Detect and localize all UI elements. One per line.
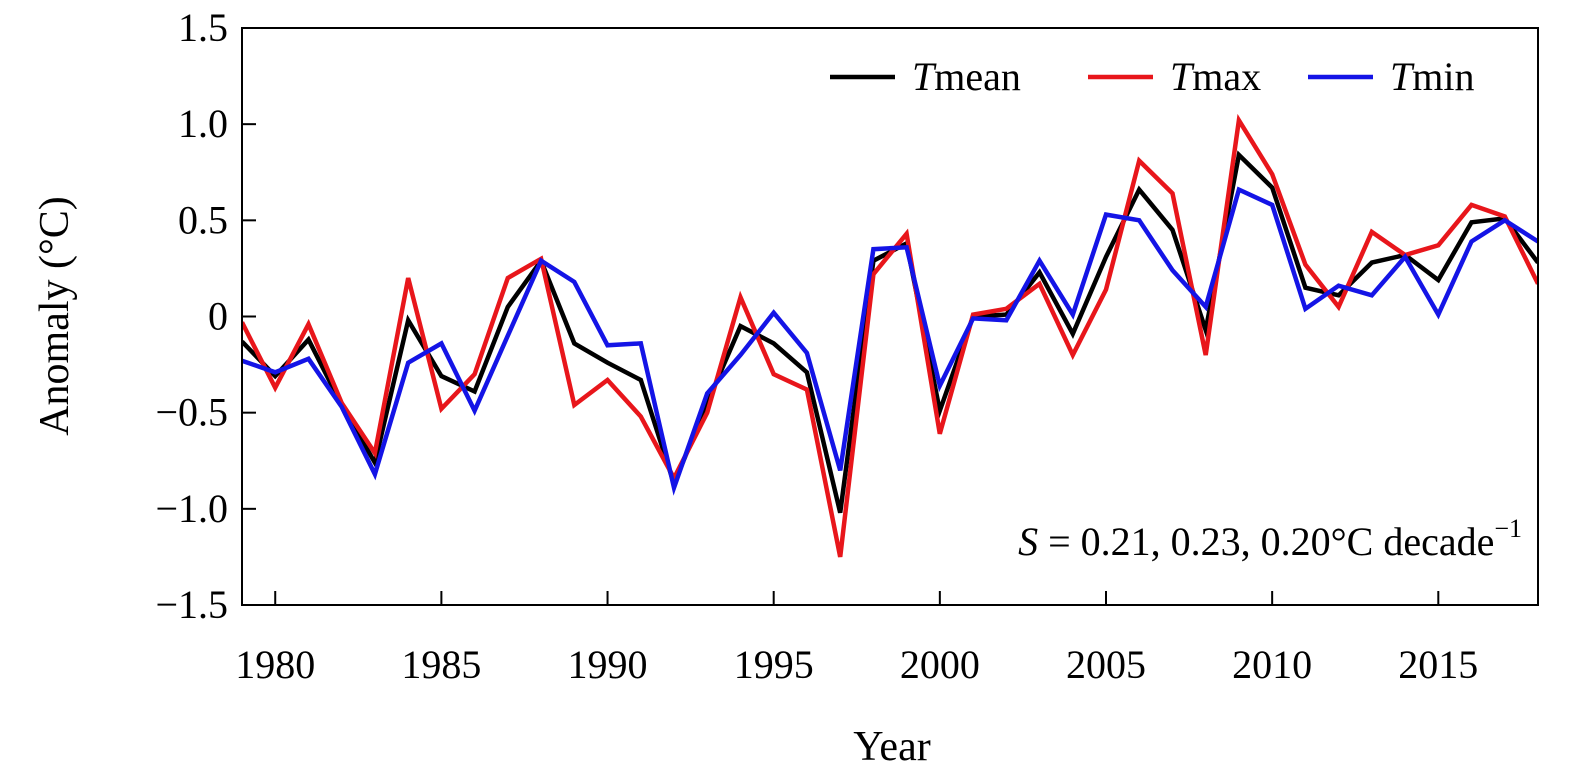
y-tick-label: 0 <box>208 294 228 339</box>
x-tick-label: 1985 <box>401 642 481 687</box>
x-tick-label: 2015 <box>1398 642 1478 687</box>
series-line-min <box>242 186 1538 496</box>
legend-label-min: Tmin <box>1390 54 1474 99</box>
y-tick-label: −1.0 <box>155 486 228 531</box>
legend-label-mean: Tmean <box>912 54 1021 99</box>
slope-annotation: S = 0.21, 0.23, 0.20°C decade−1 <box>1018 514 1522 564</box>
series-line-mean <box>242 150 1538 514</box>
x-tick-label: 1990 <box>568 642 648 687</box>
y-tick-label: 1.0 <box>178 101 228 146</box>
x-tick-label: 2010 <box>1232 642 1312 687</box>
x-tick-label: 2005 <box>1066 642 1146 687</box>
series-layer <box>242 113 1538 558</box>
x-tick-label: 2000 <box>900 642 980 687</box>
y-tick-label: 1.5 <box>178 5 228 50</box>
y-tick-label: −0.5 <box>155 390 228 435</box>
y-tick-label: 0.5 <box>178 197 228 242</box>
series-line-max <box>242 113 1538 558</box>
y-tick-label: −1.5 <box>155 582 228 627</box>
ticks-layer: −1.5 −1.0 −0.5 0 0.5 1.0 1.5 1980 1985 1990 1995 20… <box>155 5 1478 687</box>
x-axis-title: Year <box>853 724 930 770</box>
y-axis-title: Anomaly (°C) <box>32 196 78 436</box>
legend: Tmean Tmax Tmin <box>830 54 1474 99</box>
x-tick-label: 1980 <box>235 642 315 687</box>
x-tick-label: 1995 <box>734 642 814 687</box>
legend-label-max: Tmax <box>1170 54 1261 99</box>
